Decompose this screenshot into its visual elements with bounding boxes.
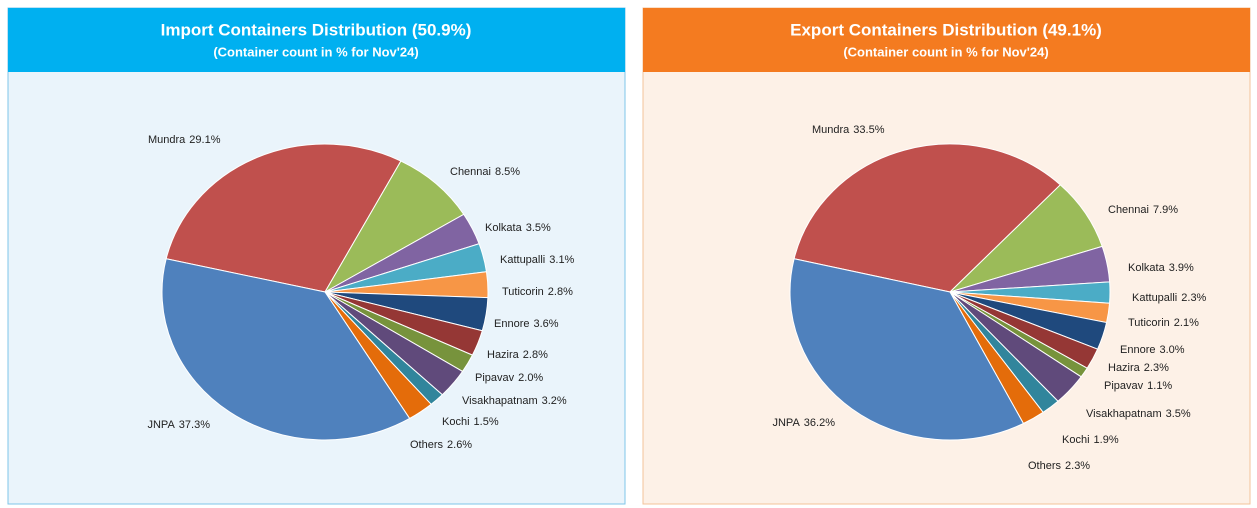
chart-title: Import Containers Distribution (50.9%) bbox=[161, 20, 472, 39]
slice-label: Chennai 7.9% bbox=[1108, 204, 1178, 216]
pie-slice bbox=[323, 160, 465, 294]
slice-value: 3.1% bbox=[549, 254, 574, 266]
slice-name: JNPA bbox=[772, 417, 800, 429]
slice-name: Tuticorin bbox=[1128, 317, 1170, 329]
slice-name: Kochi bbox=[442, 416, 470, 428]
slice-value: 2.0% bbox=[518, 372, 543, 384]
slice-value: 1.9% bbox=[1094, 434, 1119, 446]
slice-name: Hazira bbox=[1108, 362, 1141, 374]
slice-name: Visakhapatnam bbox=[462, 395, 538, 407]
slice-value: 7.9% bbox=[1153, 204, 1178, 216]
slice-name: Others bbox=[1028, 460, 1062, 472]
slice-name: Others bbox=[410, 439, 444, 451]
slice-name: Mundra bbox=[812, 124, 850, 136]
pie-slice bbox=[161, 258, 411, 441]
slice-label: Hazira 2.8% bbox=[487, 349, 548, 361]
chart-subtitle: (Container count in % for Nov'24) bbox=[213, 44, 418, 59]
slice-name: Kattupalli bbox=[500, 254, 545, 266]
slice-name: Chennai bbox=[450, 166, 491, 178]
slice-label: Kolkata 3.5% bbox=[485, 222, 551, 234]
slice-value: 36.2% bbox=[804, 417, 835, 429]
slice-value: 2.3% bbox=[1065, 460, 1090, 472]
slice-value: 2.3% bbox=[1181, 292, 1206, 304]
slice-label: Visakhapatnam 3.5% bbox=[1086, 408, 1191, 420]
slice-value: 3.2% bbox=[542, 395, 567, 407]
slice-name: Tuticorin bbox=[502, 286, 544, 298]
slice-value: 2.8% bbox=[523, 349, 548, 361]
slice-label: Kochi 1.5% bbox=[442, 416, 499, 428]
pie-slice bbox=[165, 143, 402, 293]
chart-title: Export Containers Distribution (49.1%) bbox=[790, 20, 1102, 39]
slice-label: Visakhapatnam 3.2% bbox=[462, 395, 567, 407]
slice-name: Pipavav bbox=[1104, 380, 1144, 392]
slice-label: Hazira 2.3% bbox=[1108, 362, 1169, 374]
export-header bbox=[643, 8, 1250, 72]
slice-value: 3.9% bbox=[1169, 262, 1194, 274]
slice-value: 2.1% bbox=[1174, 317, 1199, 329]
slice-label: JNPA 37.3% bbox=[147, 419, 210, 431]
slice-label: JNPA 36.2% bbox=[772, 417, 835, 429]
slice-name: Visakhapatnam bbox=[1086, 408, 1162, 420]
slice-label: Pipavav 1.1% bbox=[1104, 380, 1172, 392]
slice-value: 1.5% bbox=[474, 416, 499, 428]
slice-value: 3.5% bbox=[526, 222, 551, 234]
import-header bbox=[8, 8, 625, 72]
slice-value: 2.8% bbox=[548, 286, 573, 298]
slice-name: Kattupalli bbox=[1132, 292, 1177, 304]
slice-value: 3.6% bbox=[533, 318, 558, 330]
slice-name: Pipavav bbox=[475, 372, 515, 384]
slice-label: Mundra 29.1% bbox=[148, 134, 221, 146]
slice-label: Kattupalli 3.1% bbox=[500, 254, 575, 266]
slice-value: 33.5% bbox=[853, 124, 884, 136]
slice-value: 8.5% bbox=[495, 166, 520, 178]
slice-name: Chennai bbox=[1108, 204, 1149, 216]
slice-label: Kattupalli 2.3% bbox=[1132, 292, 1207, 304]
slice-name: Mundra bbox=[148, 134, 186, 146]
pie-slice bbox=[789, 258, 1025, 441]
slice-label: Others 2.3% bbox=[1028, 460, 1090, 472]
slice-name: Kolkata bbox=[1128, 262, 1166, 274]
slice-name: Kolkata bbox=[485, 222, 523, 234]
slice-value: 37.3% bbox=[179, 419, 210, 431]
slice-label: Ennore 3.0% bbox=[1120, 344, 1185, 356]
slice-label: Tuticorin 2.1% bbox=[1128, 317, 1199, 329]
slice-value: 3.0% bbox=[1159, 344, 1184, 356]
slice-label: Ennore 3.6% bbox=[494, 318, 559, 330]
slice-label: Tuticorin 2.8% bbox=[502, 286, 573, 298]
slice-label: Chennai 8.5% bbox=[450, 166, 520, 178]
slice-label: Kolkata 3.9% bbox=[1128, 262, 1194, 274]
slice-label: Mundra 33.5% bbox=[812, 124, 885, 136]
slice-value: 2.6% bbox=[447, 439, 472, 451]
slice-name: JNPA bbox=[147, 419, 175, 431]
slice-value: 1.1% bbox=[1147, 380, 1172, 392]
slice-name: Kochi bbox=[1062, 434, 1090, 446]
slice-label: Others 2.6% bbox=[410, 439, 472, 451]
slice-label: Pipavav 2.0% bbox=[475, 372, 543, 384]
slice-value: 3.5% bbox=[1166, 408, 1191, 420]
slice-value: 2.3% bbox=[1144, 362, 1169, 374]
pie-slice bbox=[793, 143, 1062, 293]
slice-label: Kochi 1.9% bbox=[1062, 434, 1119, 446]
slice-name: Hazira bbox=[487, 349, 520, 361]
slice-value: 29.1% bbox=[189, 134, 220, 146]
chart-subtitle: (Container count in % for Nov'24) bbox=[843, 44, 1048, 59]
slice-name: Ennore bbox=[1120, 344, 1155, 356]
slice-name: Ennore bbox=[494, 318, 529, 330]
